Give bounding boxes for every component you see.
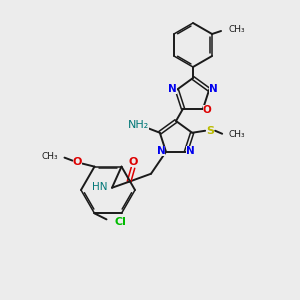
Text: O: O — [128, 157, 138, 167]
Text: N: N — [209, 84, 218, 94]
Text: O: O — [202, 105, 211, 115]
Text: Cl: Cl — [115, 218, 126, 227]
Text: NH₂: NH₂ — [128, 120, 149, 130]
Text: CH₃: CH₃ — [228, 26, 245, 34]
Text: O: O — [73, 157, 82, 166]
Text: N: N — [186, 146, 194, 156]
Text: S: S — [206, 126, 214, 136]
Text: N: N — [157, 146, 165, 156]
Text: CH₃: CH₃ — [228, 130, 245, 139]
Text: CH₃: CH₃ — [42, 152, 58, 161]
Text: HN: HN — [92, 182, 107, 192]
Text: N: N — [169, 84, 177, 94]
